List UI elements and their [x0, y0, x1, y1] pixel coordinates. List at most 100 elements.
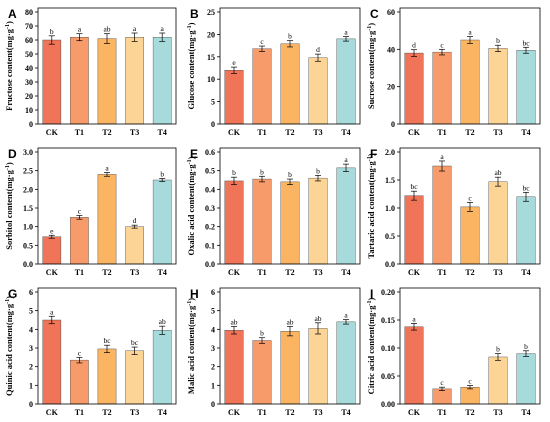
y-axis-label-main: Quinic acid content(mg·g: [4, 303, 14, 396]
plot-frame: [399, 7, 541, 125]
bar-t4: [152, 179, 172, 265]
x-tick-label: T4: [341, 408, 350, 417]
significance-letter: b: [50, 27, 54, 36]
bar-t1: [432, 51, 452, 125]
significance-letter: c: [78, 206, 82, 215]
panel-letter: A: [8, 7, 17, 21]
y-tick-label: 80: [25, 8, 33, 17]
y-axis-label: Tartaric acid content(mg·g-1): [366, 153, 376, 258]
bar-t2: [460, 206, 480, 265]
significance-letter: d: [316, 45, 320, 54]
y-axis-label-sup: -1: [367, 26, 373, 31]
x-tick-label: CK: [408, 128, 421, 137]
panel-letter: F: [370, 147, 377, 161]
bar-t1: [432, 388, 452, 405]
y-axis-label-end: ): [366, 298, 376, 301]
y-tick-label: 0: [211, 400, 215, 409]
y-tick-label: 1.0: [385, 204, 395, 213]
x-tick-label: T4: [158, 408, 167, 417]
x-tick-label: T3: [493, 408, 502, 417]
significance-letter: b: [288, 32, 292, 41]
significance-letter: d: [412, 41, 416, 50]
significance-letter: e: [50, 226, 54, 235]
y-axis-label-sup: -1: [367, 301, 373, 306]
y-axis-label-sup: -1: [187, 159, 193, 164]
bar-ck: [404, 52, 424, 125]
significance-letter: c: [260, 37, 264, 46]
y-tick-label: 0.0: [205, 260, 215, 269]
significance-letter: b: [316, 166, 320, 175]
bar-t1: [252, 178, 272, 265]
y-axis-label-end: ): [366, 153, 376, 156]
significance-letter: ab: [314, 314, 321, 323]
x-tick-label: T4: [521, 268, 530, 277]
x-tick-label: CK: [228, 268, 241, 277]
x-tick-label: CK: [46, 408, 59, 417]
panel-c: C Sucrose content(mg·g-1) 0 20 40 60 d CK c T1 a T2…: [366, 7, 541, 137]
significance-letter: b: [160, 170, 164, 179]
x-tick-label: T4: [521, 128, 530, 137]
significance-letter: b: [260, 329, 264, 338]
bar-t4: [336, 167, 356, 265]
y-tick-label: 6: [29, 288, 33, 297]
y-tick-label: 30: [25, 78, 33, 87]
y-axis-label-end: ): [4, 296, 14, 299]
y-axis-label-sup: -1: [187, 301, 193, 306]
y-tick-label: 0.5: [385, 232, 395, 241]
y-tick-label: 40: [387, 45, 395, 54]
bar-t4: [516, 353, 536, 405]
y-tick-label: 0.20: [381, 288, 395, 297]
bar-ck: [224, 180, 244, 265]
x-tick-label: T2: [102, 408, 111, 417]
y-tick-label: 0.6: [205, 148, 215, 157]
bar-ck: [42, 319, 62, 405]
significance-letter: e: [232, 58, 236, 67]
y-tick-label: 0.15: [381, 316, 395, 325]
y-tick-label: 3.0: [23, 148, 33, 157]
y-axis-label-sup: -1: [367, 156, 373, 161]
plot-frame: [37, 7, 177, 125]
y-tick-label: 0.4: [205, 185, 215, 194]
x-tick-label: T3: [130, 128, 139, 137]
bar-t3: [125, 226, 144, 265]
y-tick-label: 70: [25, 22, 33, 31]
x-tick-label: T2: [102, 268, 111, 277]
y-tick-label: 2: [29, 363, 33, 372]
y-tick-label: 10: [207, 75, 215, 84]
significance-letter: bc: [522, 183, 530, 192]
y-tick-label: 1.0: [23, 223, 33, 232]
y-tick-label: 0.0: [385, 260, 395, 269]
significance-letter: bc: [131, 338, 139, 347]
x-tick-label: T3: [493, 268, 502, 277]
significance-letter: b: [288, 170, 292, 179]
bar-ck: [42, 39, 62, 125]
panel-letter: B: [190, 7, 199, 21]
significance-letter: c: [468, 193, 472, 202]
y-tick-label: 1.5: [23, 204, 33, 213]
x-tick-label: T1: [257, 128, 266, 137]
significance-letter: ab: [230, 318, 237, 327]
significance-letter: a: [133, 24, 137, 33]
y-tick-label: 4: [29, 325, 33, 334]
x-tick-label: T2: [465, 408, 474, 417]
y-tick-label: 2.0: [385, 148, 395, 157]
bar-t2: [280, 43, 300, 125]
bar-t3: [488, 356, 508, 405]
y-axis-label-sup: -1: [5, 299, 11, 304]
y-tick-label: 0.05: [381, 372, 395, 381]
significance-letter: a: [105, 164, 109, 173]
y-tick-label: 0: [29, 120, 33, 129]
x-tick-label: T4: [158, 128, 167, 137]
significance-letter: ab: [494, 168, 501, 177]
plot-frame: [37, 147, 177, 265]
significance-letter: ab: [286, 318, 293, 327]
y-tick-label: 0.2: [205, 223, 215, 232]
significance-letter: b: [496, 36, 500, 45]
y-tick-label: 0.0: [23, 260, 33, 269]
x-tick-label: T1: [257, 408, 266, 417]
bar-ck: [42, 236, 62, 265]
plot-frame: [399, 287, 541, 405]
panel-letter: E: [190, 147, 198, 161]
